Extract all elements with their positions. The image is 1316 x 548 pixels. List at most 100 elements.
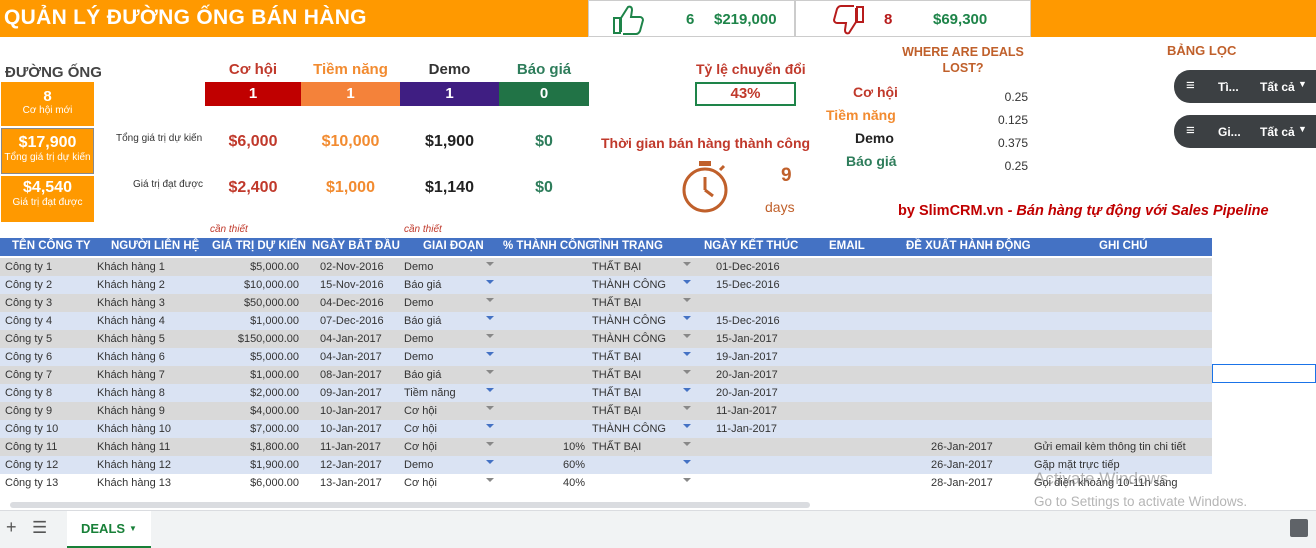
cell-stage[interactable]: Báo giá (404, 315, 442, 327)
dropdown-arrow-icon[interactable] (683, 388, 691, 392)
dropdown-arrow-icon[interactable] (683, 406, 691, 410)
cell-company: Công ty 5 (5, 333, 53, 345)
dropdown-arrow-icon[interactable] (683, 442, 691, 446)
dropdown-arrow-icon[interactable] (683, 262, 691, 266)
dropdown-arrow-icon[interactable] (486, 442, 494, 446)
table-row[interactable]: Công ty 12 Khách hàng 12 $1,900.00 12-Jan-2… (0, 456, 1212, 474)
cell-start: 15-Nov-2016 (320, 279, 384, 291)
cell-status[interactable]: THÀNH CÔNG (592, 333, 666, 345)
cell-stage[interactable]: Demo (404, 297, 434, 309)
dropdown-arrow-icon[interactable] (486, 370, 494, 374)
filter-chip-1-label: Tì... (1218, 80, 1239, 94)
chevron-down-icon: ▼ (1298, 79, 1307, 89)
dropdown-arrow-icon[interactable] (683, 352, 691, 356)
table-row[interactable]: Công ty 13 Khách hàng 13 $6,000.00 13-Jan-2… (0, 474, 1212, 492)
cell-stage[interactable]: Báo giá (404, 369, 442, 381)
cell-stage[interactable]: Cơ hội (404, 423, 437, 435)
table-row[interactable]: Công ty 8 Khách hàng 8 $2,000.00 09-Jan-201… (0, 384, 1212, 402)
table-row[interactable]: Công ty 2 Khách hàng 2 $10,000.00 15-Nov-20… (0, 276, 1212, 294)
dropdown-arrow-icon[interactable] (683, 334, 691, 338)
cell-status[interactable]: THẤT BẠI (592, 369, 642, 381)
cell-stage[interactable]: Cơ hội (404, 441, 437, 453)
col-notes: GHI CHÚ (1099, 240, 1148, 252)
cell-start: 07-Dec-2016 (320, 315, 384, 327)
dropdown-arrow-icon[interactable] (683, 424, 691, 428)
cell-expected: $5,000.00 (250, 351, 299, 363)
cell-stage[interactable]: Demo (404, 333, 434, 345)
cell-status[interactable]: THẤT BẠI (592, 297, 642, 309)
table-row[interactable]: Công ty 11 Khách hàng 11 $1,800.00 11-Jan-2… (0, 438, 1212, 456)
dropdown-arrow-icon[interactable] (486, 388, 494, 392)
dropdown-arrow-icon[interactable] (486, 334, 494, 338)
stage-head-tiem-nang: Tiềm năng (313, 61, 388, 78)
dropdown-arrow-icon[interactable] (486, 460, 494, 464)
cell-contact: Khách hàng 5 (97, 333, 165, 345)
dropdown-arrow-icon[interactable] (486, 406, 494, 410)
all-sheets-icon[interactable]: ☰ (32, 518, 48, 537)
cell-status[interactable]: THẤT BẠI (592, 387, 642, 399)
dropdown-arrow-icon[interactable] (683, 316, 691, 320)
table-row[interactable]: Công ty 9 Khách hàng 9 $4,000.00 10-Jan-201… (0, 402, 1212, 420)
cell-success: 10% (562, 441, 585, 453)
dropdown-arrow-icon[interactable] (683, 478, 691, 482)
cell-status[interactable]: THÀNH CÔNG (592, 423, 666, 435)
dropdown-arrow-icon[interactable] (486, 316, 494, 320)
cell-status[interactable]: THẤT BẠI (592, 351, 642, 363)
explore-icon[interactable] (1290, 519, 1308, 537)
cell-status[interactable]: THÀNH CÔNG (592, 315, 666, 327)
add-sheet-icon[interactable]: + (6, 517, 17, 537)
cell-company: Công ty 3 (5, 297, 53, 309)
dropdown-arrow-icon[interactable] (683, 280, 691, 284)
table-row[interactable]: Công ty 3 Khách hàng 3 $50,000.00 04-Dec-20… (0, 294, 1212, 312)
cell-stage[interactable]: Demo (404, 351, 434, 363)
cell-stage[interactable]: Demo (404, 459, 434, 471)
cell-stage[interactable]: Tiềm năng (404, 387, 456, 399)
new-deals-label: Cơ hội mới (22, 105, 73, 116)
dropdown-arrow-icon[interactable] (486, 478, 494, 482)
achieved-bao-gia: $0 (535, 179, 553, 196)
cell-contact: Khách hàng 7 (97, 369, 165, 381)
dropdown-arrow-icon[interactable] (486, 280, 494, 284)
cell-stage[interactable]: Cơ hội (404, 477, 437, 489)
dropdown-arrow-icon[interactable] (486, 298, 494, 302)
table-row[interactable]: Công ty 7 Khách hàng 7 $1,000.00 08-Jan-201… (0, 366, 1212, 384)
dropdown-arrow-icon[interactable] (486, 352, 494, 356)
cell-end: 15-Dec-2016 (716, 315, 780, 327)
pipeline-title: ĐƯỜNG ỐNG (5, 64, 102, 81)
cell-status[interactable]: THẤT BẠI (592, 405, 642, 417)
filter-chip-2[interactable]: ≡ Gi... Tất cả ▼ (1174, 115, 1316, 148)
selected-cell[interactable] (1212, 364, 1316, 383)
horizontal-scrollbar[interactable] (0, 499, 1316, 510)
cell-stage[interactable]: Cơ hội (404, 405, 437, 417)
cycle-unit: days (765, 199, 795, 215)
table-row[interactable]: Công ty 6 Khách hàng 6 $5,000.00 04-Jan-201… (0, 348, 1212, 366)
dropdown-arrow-icon[interactable] (683, 370, 691, 374)
cell-start: 10-Jan-2017 (320, 405, 382, 417)
dropdown-arrow-icon[interactable] (683, 298, 691, 302)
dropdown-arrow-icon[interactable] (683, 460, 691, 464)
cell-company: Công ty 7 (5, 369, 53, 381)
cell-status[interactable]: THÀNH CÔNG (592, 279, 666, 291)
col-contact: NGƯỜI LIÊN HỆ (111, 240, 200, 252)
table-row[interactable]: Công ty 5 Khách hàng 5 $150,000.00 04-Jan-2… (0, 330, 1212, 348)
table-row[interactable]: Công ty 1 Khách hàng 1 $5,000.00 02-Nov-201… (0, 258, 1212, 276)
dropdown-arrow-icon[interactable] (486, 424, 494, 428)
table-row[interactable]: Công ty 4 Khách hàng 4 $1,000.00 07-Dec-201… (0, 312, 1212, 330)
filter-chip-1[interactable]: ≡ Tì... Tất cả ▼ (1174, 70, 1316, 103)
cell-stage[interactable]: Demo (404, 261, 434, 273)
dropdown-arrow-icon[interactable] (486, 262, 494, 266)
sheet-tab-deals[interactable]: DEALS ▼ (67, 511, 151, 548)
cell-stage[interactable]: Báo giá (404, 279, 442, 291)
scrollbar-thumb[interactable] (10, 502, 810, 508)
achieved-value-label: Giá trị đạt được (12, 197, 83, 208)
cell-end: 20-Jan-2017 (716, 387, 778, 399)
col-success: % THÀNH CÔNG (503, 240, 595, 252)
cell-company: Công ty 10 (5, 423, 59, 435)
cell-status[interactable]: THẤT BẠI (592, 261, 642, 273)
col-email: EMAIL (829, 240, 865, 252)
cell-expected: $2,000.00 (250, 387, 299, 399)
cell-status[interactable]: THẤT BẠI (592, 441, 642, 453)
table-row[interactable]: Công ty 10 Khách hàng 10 $7,000.00 10-Jan-2… (0, 420, 1212, 438)
cell-expected: $50,000.00 (243, 297, 299, 309)
cell-company: Công ty 9 (5, 405, 53, 417)
